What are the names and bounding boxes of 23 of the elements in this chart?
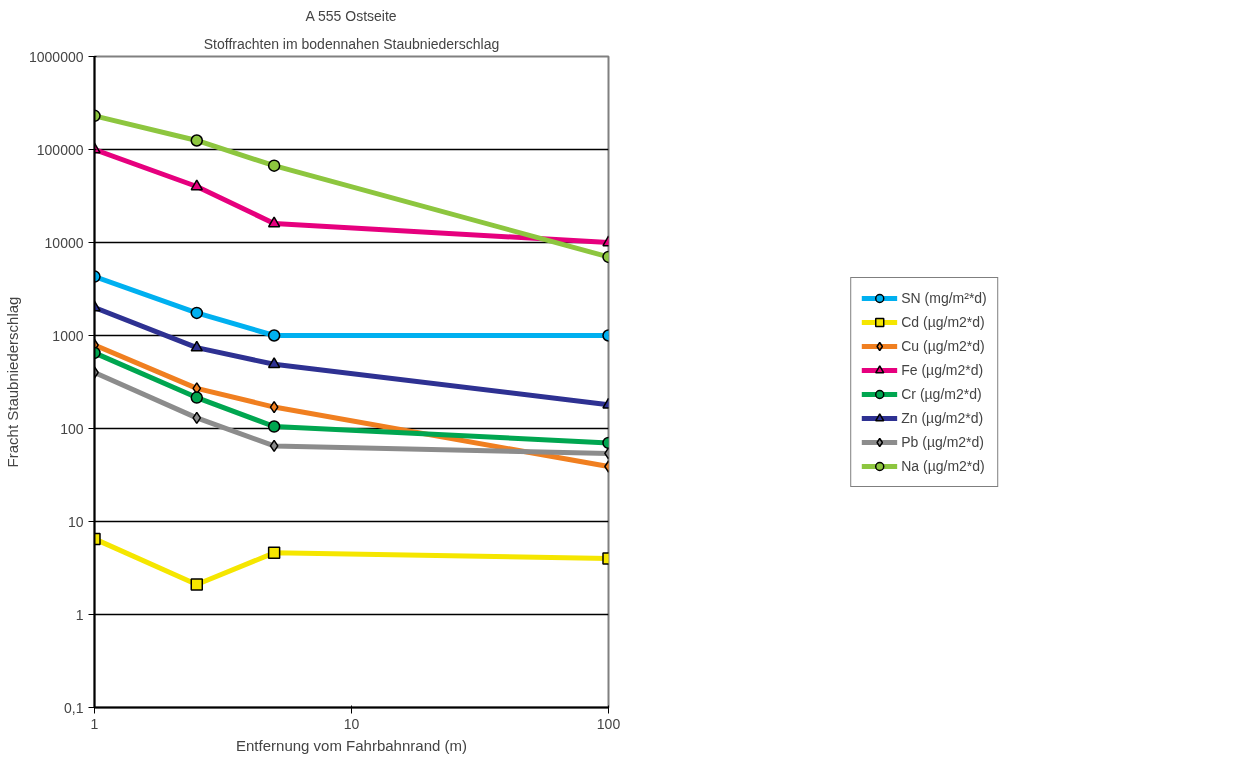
y-tick-label: 0,1 — [64, 699, 84, 716]
y-axis-title: Fracht Staubniederschlag — [4, 296, 21, 468]
legend-label: Pb (µg/m2*d) — [901, 433, 984, 450]
y-tick-label: 100000 — [36, 141, 84, 158]
legend-label: Na (µg/m2*d) — [901, 457, 985, 474]
legend-label: Cu (µg/m2*d) — [901, 337, 985, 354]
y-tick-label: 100 — [60, 420, 84, 437]
legend-label: Cd (µg/m2*d) — [901, 313, 985, 330]
chart-subtitle: Stoffrachten im bodennahen Staubniederschlag — [203, 35, 500, 52]
x-tick-label: 100 — [596, 715, 621, 732]
chart-title: A 555 Ostseite — [305, 7, 397, 24]
x-tick-label: 10 — [343, 715, 360, 732]
y-tick-label: 1 — [75, 606, 84, 623]
y-tick-label: 1000000 — [29, 48, 84, 65]
legend-label: Fe (µg/m2*d) — [901, 361, 984, 378]
x-axis-title: Entfernung vom Fahrbahnrand (m) — [236, 736, 467, 754]
legend-label: Cr (µg/m2*d) — [901, 385, 982, 402]
y-tick-label: 10000 — [44, 234, 84, 251]
y-tick-label: 10 — [67, 513, 84, 530]
x-tick-label: 1 — [90, 715, 99, 732]
legend-label: SN (mg/m²*d) — [901, 289, 987, 306]
y-tick-label: 1000 — [52, 327, 84, 344]
legend-label: Zn (µg/m2*d) — [901, 409, 984, 426]
